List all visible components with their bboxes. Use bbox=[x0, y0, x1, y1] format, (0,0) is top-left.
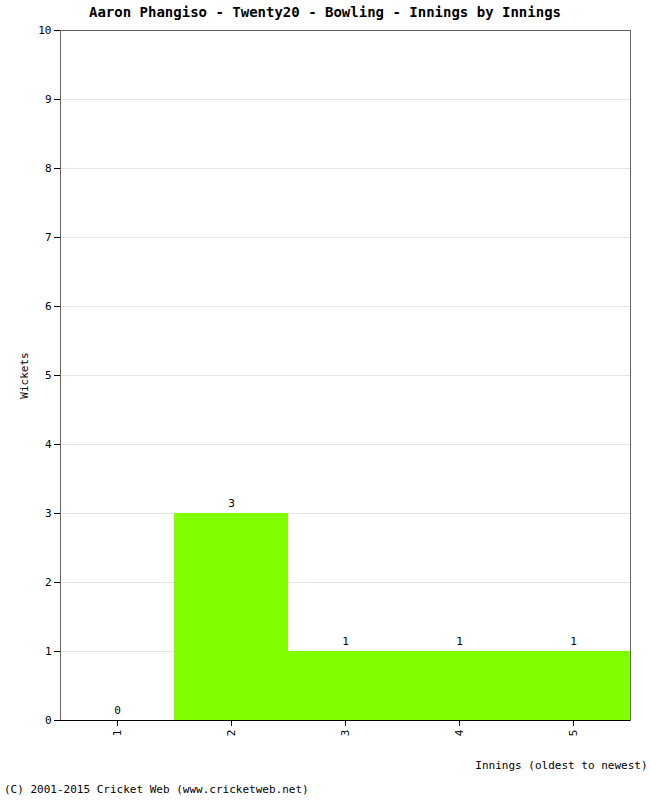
svg-text:Innings (oldest to newest): Innings (oldest to newest) bbox=[475, 759, 647, 772]
svg-text:3: 3 bbox=[45, 507, 52, 520]
svg-text:5: 5 bbox=[567, 730, 580, 737]
svg-text:4: 4 bbox=[45, 438, 52, 451]
svg-text:8: 8 bbox=[45, 162, 52, 175]
svg-text:4: 4 bbox=[453, 729, 466, 736]
svg-text:2: 2 bbox=[45, 576, 52, 589]
svg-text:6: 6 bbox=[45, 300, 52, 313]
svg-text:9: 9 bbox=[45, 93, 52, 106]
svg-text:3: 3 bbox=[339, 730, 352, 737]
svg-text:1: 1 bbox=[456, 635, 463, 648]
svg-text:2: 2 bbox=[225, 730, 238, 737]
svg-text:7: 7 bbox=[45, 231, 52, 244]
svg-text:Wickets: Wickets bbox=[18, 352, 31, 398]
svg-text:3: 3 bbox=[228, 497, 235, 510]
html-text:Aaron Phangiso - Twenty20 - Bo: Aaron Phangiso - Twenty20 - Bowling - In… bbox=[89, 4, 561, 20]
svg-text:1: 1 bbox=[111, 730, 124, 737]
svg-text:5: 5 bbox=[45, 369, 52, 382]
svg-text:1: 1 bbox=[570, 635, 577, 648]
svg-text:0: 0 bbox=[114, 704, 121, 717]
svg-text:1: 1 bbox=[342, 635, 349, 648]
svg-text:1: 1 bbox=[45, 645, 52, 658]
svg-text:0: 0 bbox=[45, 714, 52, 727]
html-text:(C) 2001-2015 Cricket Web (www: (C) 2001-2015 Cricket Web (www.cricketwe… bbox=[4, 783, 309, 796]
svg-text:10: 10 bbox=[38, 24, 51, 37]
